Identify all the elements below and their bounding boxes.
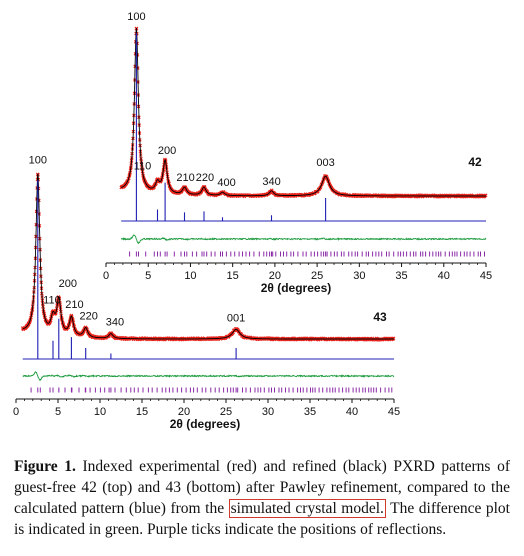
x-tick-label: 35 (395, 270, 407, 282)
x-tick-label: 30 (353, 270, 365, 282)
peak-label: 210 (176, 172, 194, 184)
peak-label: 003 (316, 157, 334, 169)
x-tick-label: 45 (480, 270, 492, 282)
experimental-pattern-43 (20, 172, 396, 342)
difference-plot-43 (22, 371, 395, 382)
x-tick-label: 5 (55, 406, 61, 418)
x-tick-label: 40 (346, 406, 358, 418)
x-tick-label: 0 (13, 406, 19, 418)
x-tick-label: 10 (94, 406, 106, 418)
peak-label: 100 (29, 155, 47, 167)
peak-label: 220 (196, 172, 214, 184)
experimental-pattern-42 (119, 26, 488, 199)
x-tick-label: 10 (184, 270, 196, 282)
x-tick-label: 20 (178, 406, 190, 418)
calculated-pattern-43 (22, 180, 394, 360)
calculated-pattern-42 (121, 33, 486, 222)
x-tick-label: 25 (220, 406, 232, 418)
x-tick-label: 0 (103, 270, 109, 282)
refined-pattern-42 (120, 28, 486, 197)
caption-text-2: The difference plot is indicated in gree… (14, 500, 510, 538)
refined-pattern-43 (22, 173, 394, 340)
x-tick-label: 30 (262, 406, 274, 418)
peak-label: 110 (43, 294, 61, 306)
caption-text-1: Indexed experimental (red) and refined (… (14, 458, 511, 517)
pxrd-panel-42: 0 5 10 15 20 25 30 35 40 45 2θ (degrees) 42 100 200 11… (103, 11, 492, 295)
panel-label-42: 42 (468, 155, 482, 169)
x-tick-label: 40 (438, 270, 450, 282)
x-tick-label: 20 (269, 270, 281, 282)
x-axis-label-42: 2θ (degrees) (261, 281, 332, 295)
peak-label: 210 (65, 299, 83, 311)
peak-label: 001 (227, 312, 245, 324)
x-tick-label: 5 (145, 270, 151, 282)
x-tick-label: 15 (227, 270, 239, 282)
caption-lead: Figure 1. (14, 458, 76, 475)
peak-label: 400 (217, 177, 235, 189)
peak-label: 340 (106, 317, 124, 329)
reflection-ticks-42 (129, 251, 485, 257)
peak-label: 340 (262, 176, 280, 188)
reflection-ticks-43 (30, 387, 393, 393)
peak-label: 200 (59, 278, 77, 290)
x-axis-label-43: 2θ (degrees) (170, 417, 241, 431)
peak-label: 100 (127, 11, 145, 23)
panel-label-43: 43 (373, 310, 387, 324)
caption-boxed-text: simulated crystal model. (228, 499, 386, 518)
x-tick-label: 25 (311, 270, 323, 282)
x-tick-label: 15 (136, 406, 148, 418)
difference-plot-42 (120, 234, 487, 245)
x-tick-label: 35 (304, 406, 316, 418)
peak-label: 110 (134, 161, 152, 173)
figure-caption: Figure 1. Indexed experimental (red) and… (14, 456, 510, 540)
x-tick-label: 45 (388, 406, 400, 418)
peak-label: 220 (80, 310, 98, 322)
peak-label: 200 (158, 145, 176, 157)
